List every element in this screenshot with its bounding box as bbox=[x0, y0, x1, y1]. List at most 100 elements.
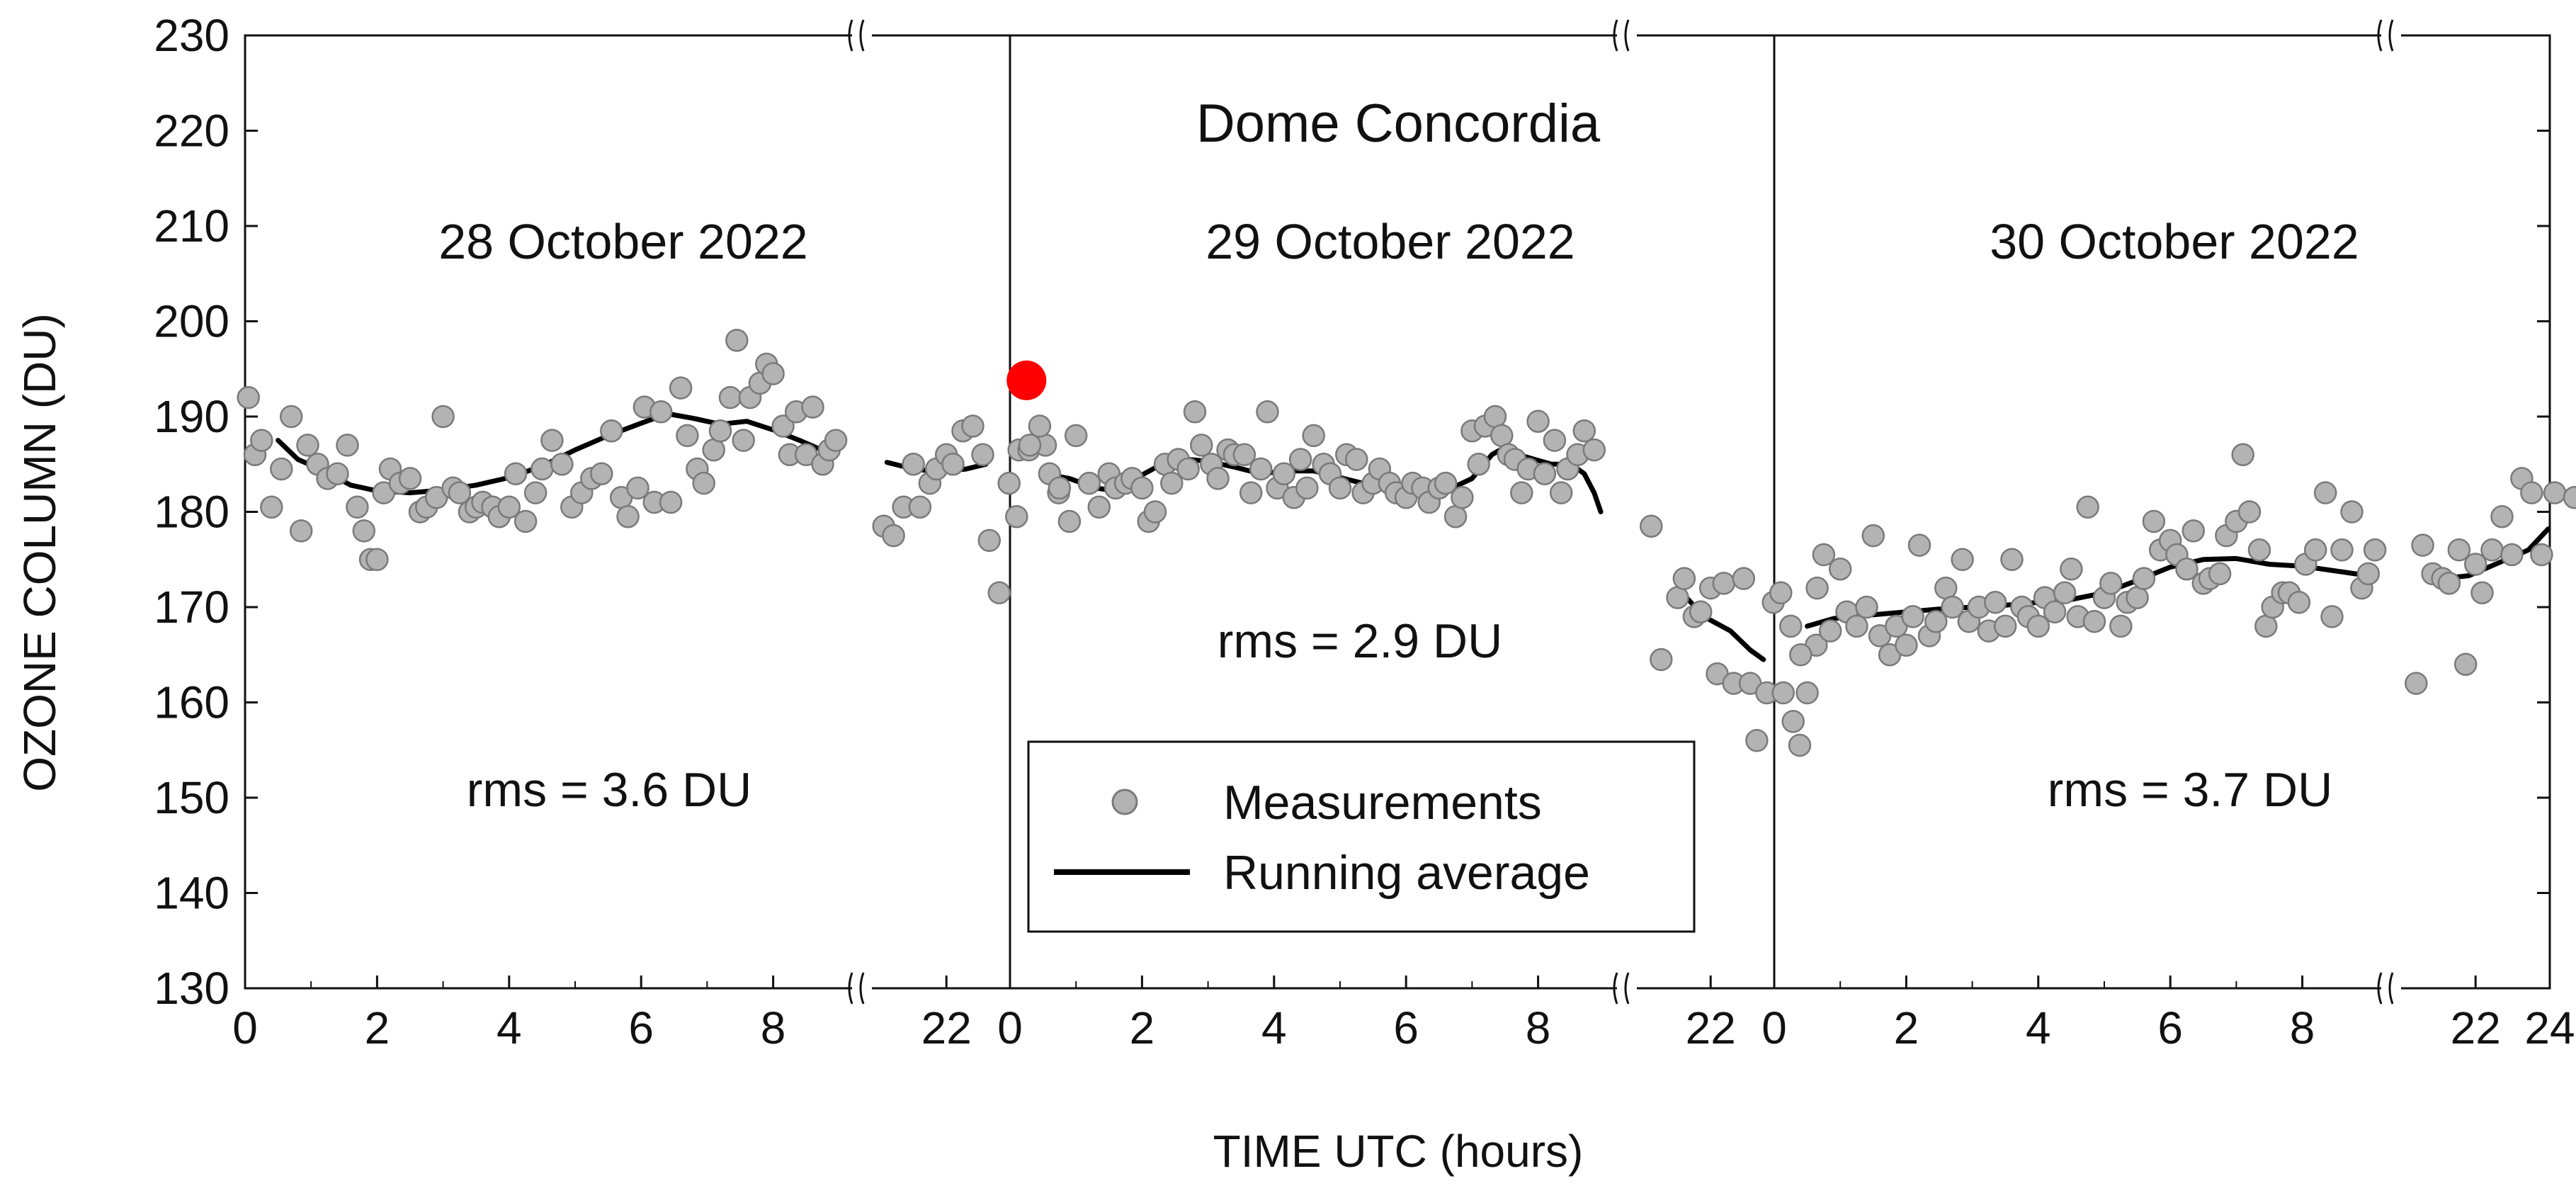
measurement-point bbox=[296, 434, 319, 457]
x-tick-label: 4 bbox=[497, 1002, 522, 1053]
measurement-point bbox=[2247, 538, 2271, 562]
measurement-point bbox=[824, 429, 848, 452]
measurement-point bbox=[1640, 514, 1663, 538]
x-tick-label: 0 bbox=[997, 1002, 1023, 1053]
measurement-point bbox=[1256, 400, 1279, 424]
measurement-point bbox=[398, 467, 422, 490]
measurement-point bbox=[2303, 538, 2327, 562]
measurement-point bbox=[2126, 586, 2149, 609]
measurement-point bbox=[590, 462, 613, 485]
measurement-point bbox=[2356, 562, 2381, 586]
measurement-point bbox=[2313, 481, 2337, 504]
x-tick-label: 6 bbox=[1393, 1002, 1419, 1053]
date-label-29-october: 29 October 2022 bbox=[1205, 214, 1574, 269]
measurement-point bbox=[1206, 467, 1230, 490]
measurement-point bbox=[616, 504, 640, 528]
measurement-point bbox=[260, 495, 283, 519]
measurement-point bbox=[1467, 452, 1490, 476]
measurement-point bbox=[977, 528, 1002, 553]
measurement-points bbox=[237, 329, 2576, 757]
x-tick-label: 22 bbox=[2451, 1002, 2501, 1053]
legend: Measurements Running average bbox=[1027, 740, 1696, 933]
y-tick-label: 210 bbox=[154, 200, 229, 251]
measurement-point bbox=[2076, 495, 2099, 519]
axis-break-mark bbox=[1624, 19, 1630, 52]
measurement-point bbox=[1771, 681, 1795, 705]
measurement-point bbox=[1064, 424, 1088, 448]
measurement-point bbox=[771, 414, 795, 438]
measurement-point bbox=[1533, 462, 1557, 485]
measurement-point bbox=[1907, 533, 1931, 557]
date-label-30-october: 30 October 2022 bbox=[1990, 214, 2359, 269]
measurement-point bbox=[2043, 600, 2067, 623]
measurement-point bbox=[1789, 643, 1812, 667]
measurement-point bbox=[1077, 471, 1101, 495]
measurement-point bbox=[1483, 405, 1507, 429]
x-tick-label: 0 bbox=[232, 1002, 258, 1053]
measurement-point bbox=[1549, 481, 1573, 504]
measurement-point bbox=[2500, 543, 2524, 567]
measurement-point bbox=[1190, 434, 1213, 457]
measurement-point bbox=[1788, 733, 1812, 757]
y-tick-label: 140 bbox=[154, 868, 229, 919]
axis-break-mark bbox=[2377, 19, 2383, 52]
measurement-point bbox=[1845, 614, 1868, 638]
measurement-point bbox=[1861, 524, 1885, 548]
measurement-point bbox=[1130, 476, 1154, 500]
measurement-point bbox=[1302, 424, 1325, 448]
measurement-point bbox=[2208, 562, 2232, 586]
legend-measurements-label: Measurements bbox=[1223, 776, 1542, 830]
y-tick-label: 180 bbox=[154, 487, 229, 538]
legend-running-average-label: Running average bbox=[1223, 846, 1590, 900]
measurement-point bbox=[2330, 538, 2354, 562]
measurement-point bbox=[676, 424, 699, 448]
measurement-point bbox=[997, 471, 1021, 495]
measurement-point bbox=[1328, 476, 1352, 500]
measurement-point bbox=[530, 457, 554, 481]
y-tick-label: 130 bbox=[154, 963, 229, 1014]
measurement-point bbox=[365, 548, 389, 572]
axis-break-mark bbox=[2388, 972, 2394, 1005]
measurement-point bbox=[1924, 609, 1948, 633]
measurement-point bbox=[1288, 448, 1312, 471]
measurement-point bbox=[2320, 605, 2344, 628]
measurement-point bbox=[2405, 672, 2428, 695]
measurement-point bbox=[2530, 543, 2553, 567]
legend-box bbox=[1027, 740, 1696, 933]
measurement-point bbox=[1712, 572, 1736, 595]
y-tick-label: 160 bbox=[154, 677, 229, 728]
measurement-point bbox=[504, 462, 528, 485]
x-tick-label: 0 bbox=[1761, 1002, 1787, 1053]
measurement-point bbox=[250, 429, 273, 452]
measurement-point bbox=[1993, 614, 2017, 638]
axis-break-mark bbox=[2377, 972, 2383, 1005]
measurement-point bbox=[1176, 457, 1200, 481]
measurement-point bbox=[2060, 557, 2083, 581]
station-title: Dome Concordia bbox=[1196, 94, 1601, 154]
measurement-point bbox=[2543, 481, 2567, 504]
measurement-point bbox=[346, 495, 369, 519]
measurement-point bbox=[801, 395, 824, 419]
measurement-point bbox=[2470, 581, 2494, 605]
measurement-point bbox=[718, 385, 742, 409]
measurement-point bbox=[431, 405, 455, 429]
measurement-point bbox=[1451, 486, 1474, 509]
measurement-point bbox=[448, 481, 472, 504]
axis-break-mark bbox=[1624, 972, 1630, 1005]
measurement-point bbox=[1934, 576, 1958, 600]
x-tick-label: 2 bbox=[1130, 1002, 1155, 1053]
measurement-point bbox=[1048, 476, 1072, 500]
measurement-point bbox=[669, 376, 693, 400]
x-tick-label: 6 bbox=[2157, 1002, 2183, 1053]
measurement-point bbox=[2287, 591, 2311, 614]
x-tick-label: 22 bbox=[921, 1002, 972, 1053]
measurement-point bbox=[1666, 586, 1689, 609]
x-tick-label: 2 bbox=[365, 1002, 390, 1053]
measurement-point bbox=[1434, 471, 1458, 495]
measurement-point bbox=[761, 362, 785, 385]
measurement-point bbox=[882, 524, 905, 548]
x-axis-ticks: 0 2 4 6 8 22 0 2 4 6 8 22 0 2 4 6 8 22 24 bbox=[232, 976, 2575, 1053]
measurement-point bbox=[270, 457, 293, 481]
measurement-point bbox=[352, 519, 376, 543]
measurement-point bbox=[708, 419, 732, 443]
